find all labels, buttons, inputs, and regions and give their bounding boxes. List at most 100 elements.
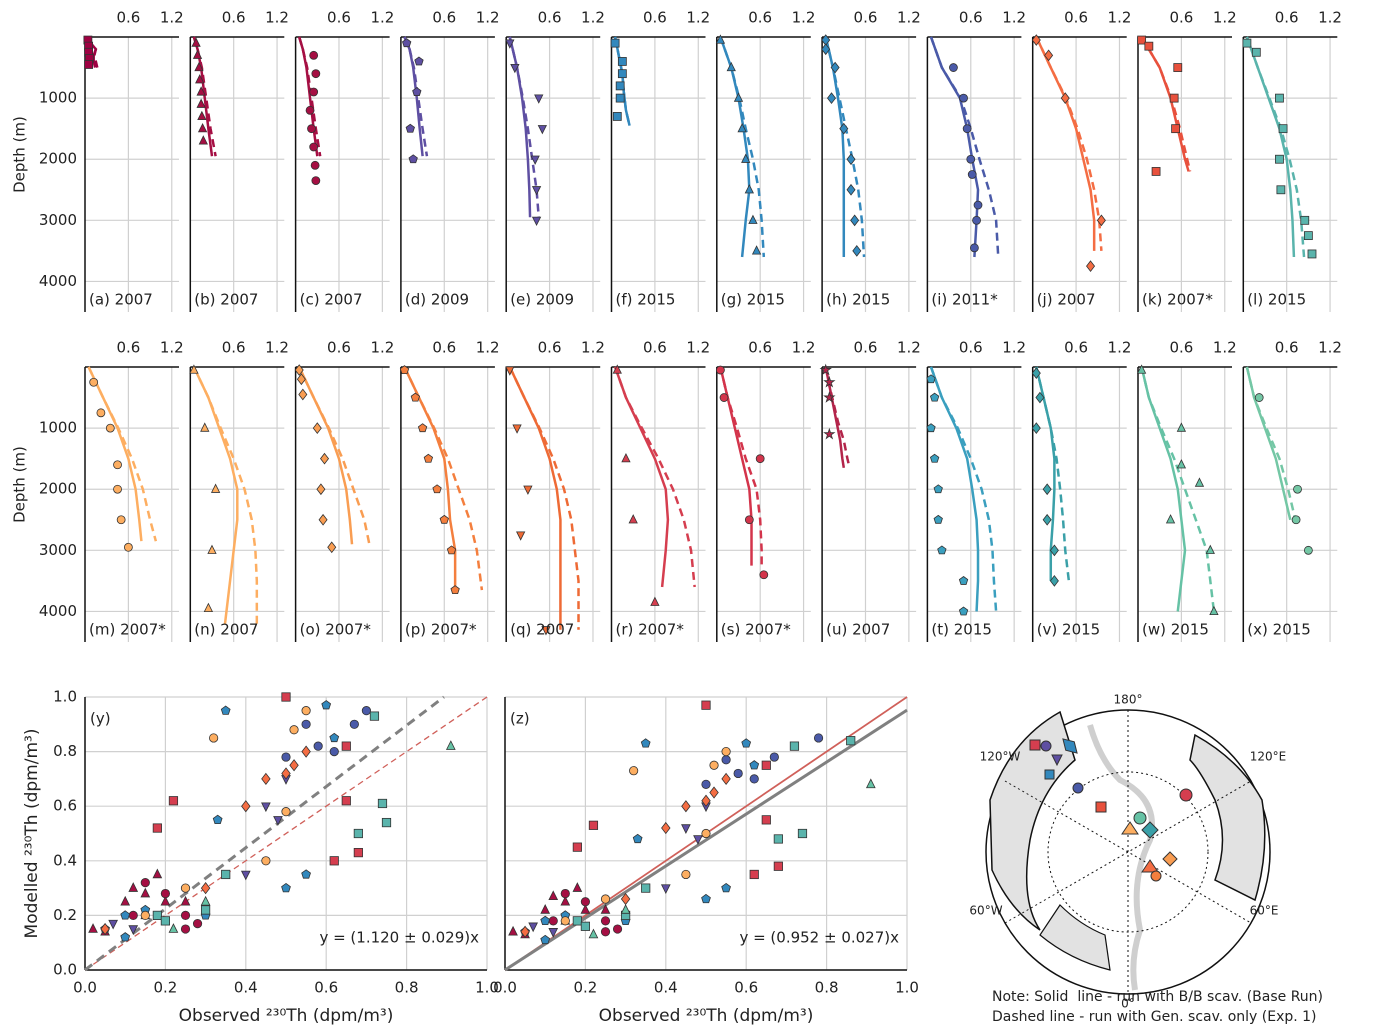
marker <box>305 105 315 115</box>
x-tick-label: 0.6 <box>643 339 667 357</box>
marker <box>540 934 551 945</box>
y-tick-label: 0.0 <box>53 961 77 979</box>
gen-scav-line <box>298 366 371 545</box>
marker <box>294 364 304 376</box>
marker <box>113 484 122 494</box>
marker <box>309 142 319 152</box>
marker <box>261 856 271 866</box>
fit-line <box>504 708 908 972</box>
marker <box>381 817 392 828</box>
marker <box>417 423 428 433</box>
marker <box>823 391 836 403</box>
marker <box>316 483 326 496</box>
panel-label: (x) 2015 <box>1247 621 1311 639</box>
x-tick-label: 0.2 <box>153 979 177 997</box>
x-tick-label: 0.6 <box>959 9 983 27</box>
marker <box>560 895 571 906</box>
marker <box>962 124 972 134</box>
marker <box>510 63 520 74</box>
marker <box>537 125 548 135</box>
marker <box>96 408 106 418</box>
base-run-line <box>87 366 143 542</box>
marker <box>361 706 371 716</box>
marker <box>933 484 943 494</box>
marker <box>516 531 526 541</box>
marker <box>341 741 351 751</box>
x-tick-label: 0.6 <box>314 979 338 997</box>
panel-label: (d) 2009 <box>405 291 469 309</box>
y-tick-label: 0.4 <box>53 851 77 869</box>
x-tick-label: 1.2 <box>686 9 710 27</box>
panel-label: (j) 2007 <box>1037 291 1096 309</box>
marker <box>1096 214 1106 227</box>
marker <box>88 923 98 933</box>
marker <box>281 767 291 780</box>
panel-label: (s) 2007* <box>721 621 791 639</box>
marker <box>744 184 754 194</box>
marker <box>432 484 442 494</box>
marker <box>307 124 316 134</box>
marker <box>273 816 283 826</box>
base-run-line <box>824 36 846 257</box>
marker <box>1171 124 1180 134</box>
marker <box>168 796 179 806</box>
x-tick-label: 0.0 <box>493 979 517 997</box>
marker <box>797 828 808 839</box>
marker <box>1049 544 1059 557</box>
fit-annotation: y = (1.120 ± 0.029)x <box>319 929 479 947</box>
marker <box>1300 215 1310 225</box>
station-marker <box>1062 738 1078 754</box>
marker <box>629 766 639 776</box>
marker <box>973 200 983 210</box>
marker <box>701 893 711 904</box>
marker <box>301 706 311 716</box>
station-marker <box>1095 801 1107 813</box>
marker <box>180 895 191 906</box>
marker <box>661 821 671 835</box>
marker <box>209 733 219 743</box>
y-tick-label: 1000 <box>39 89 77 107</box>
marker <box>1136 364 1147 374</box>
x-tick-label: 1.2 <box>1318 339 1342 357</box>
marker <box>261 772 271 786</box>
marker <box>241 800 251 813</box>
marker <box>761 815 771 825</box>
marker <box>958 606 969 616</box>
marker <box>349 719 359 729</box>
y-axis-label: Modelled ²³⁰Th (dpm/m³) <box>22 729 42 939</box>
base-run-line <box>1140 36 1190 172</box>
marker <box>309 87 319 97</box>
marker <box>309 50 319 60</box>
marker <box>320 452 330 465</box>
marker <box>580 904 591 914</box>
x-tick-label: 0.6 <box>959 339 983 357</box>
y-tick-label: 0.2 <box>53 906 77 924</box>
marker <box>298 388 308 401</box>
panel-label: (k) 2007* <box>1142 291 1213 309</box>
marker <box>197 110 207 121</box>
gen-scav-line <box>1245 36 1306 258</box>
base-run-line <box>508 366 562 630</box>
marker <box>1176 422 1187 432</box>
marker <box>970 243 979 253</box>
x-tick-label: 0.6 <box>1275 339 1299 357</box>
marker <box>520 925 530 938</box>
marker <box>541 626 551 636</box>
panel-label: (m) 2007* <box>89 621 166 639</box>
marker <box>615 81 625 91</box>
x-tick-label: 0.6 <box>222 339 246 357</box>
marker <box>726 61 736 72</box>
x-tick-label: 1.2 <box>160 9 184 27</box>
marker <box>715 34 726 44</box>
marker <box>123 542 133 552</box>
y-tick-label: 3000 <box>39 211 77 229</box>
marker <box>709 760 719 770</box>
marker <box>600 916 611 926</box>
marker <box>681 824 691 834</box>
y-tick-label: 0.6 <box>53 797 77 815</box>
x-tick-label: 1.2 <box>1108 339 1132 357</box>
marker <box>1086 260 1096 273</box>
marker <box>191 37 201 47</box>
polar-map <box>985 709 1271 995</box>
